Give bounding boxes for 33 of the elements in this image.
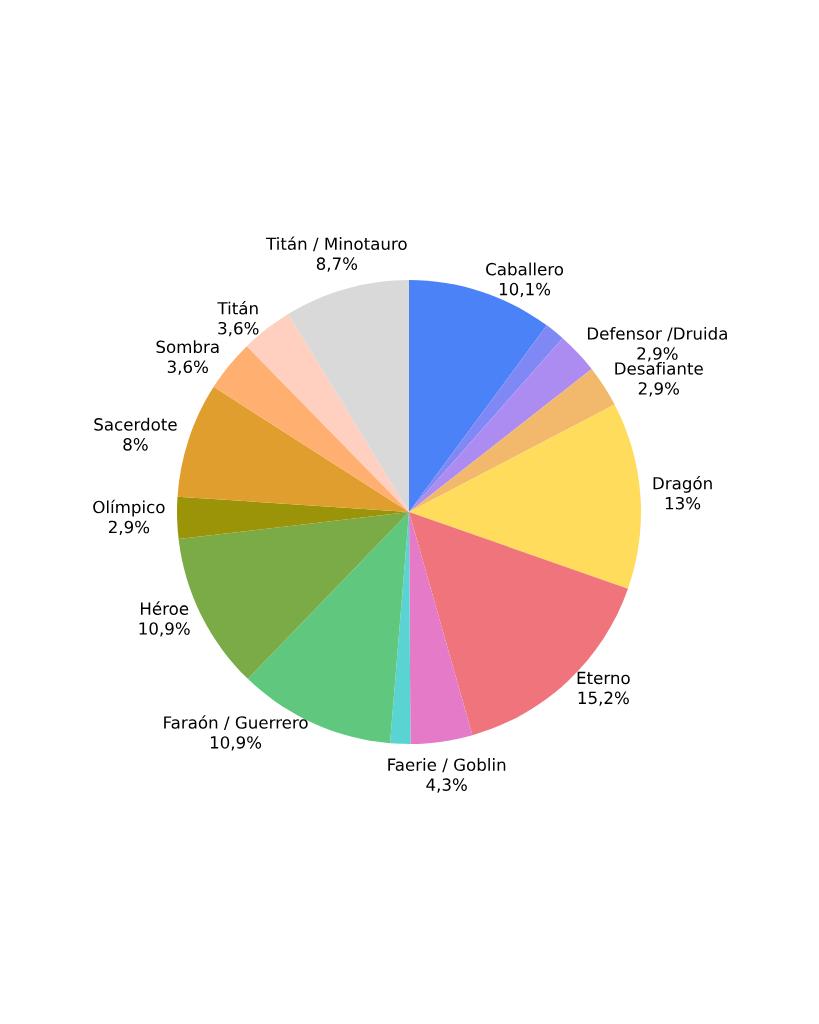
data-label: 3,6% xyxy=(167,360,208,375)
slice-label: Sacerdote xyxy=(94,417,177,431)
data-label: 8,7% xyxy=(316,257,358,272)
data-label: 10,9% xyxy=(210,736,262,751)
pie-slice xyxy=(409,368,615,512)
slice-label: Héroe xyxy=(140,601,189,615)
data-label: 10,9% xyxy=(139,622,190,637)
data-label: 8% xyxy=(123,438,148,451)
pie-slice xyxy=(177,386,409,512)
data-label: 2,9% xyxy=(637,347,678,362)
data-label: 2,9% xyxy=(108,520,150,535)
data-label: 10,1% xyxy=(499,282,551,298)
slice-label: Desafiante xyxy=(615,361,703,375)
pie-slice xyxy=(409,338,592,512)
slice-label: Dragón xyxy=(653,476,712,493)
slice-label: Faraón / Guerrero xyxy=(164,715,308,731)
slice-label: Faerie / Goblin xyxy=(388,758,506,773)
data-label: 3,6% xyxy=(218,321,259,337)
pie-slice xyxy=(409,512,628,736)
slice-label: Sombra xyxy=(156,340,219,354)
data-label: 13% xyxy=(665,496,701,510)
pie-slice xyxy=(409,512,473,744)
slice-label: Titán / Minotauro xyxy=(266,236,407,252)
slice-label: Defensor /Druida xyxy=(587,326,727,342)
data-label: 2,9% xyxy=(638,382,679,397)
data-label: 4,3% xyxy=(426,778,467,793)
slice-label: Titán xyxy=(217,301,258,315)
pie-slice xyxy=(409,404,641,589)
pie-slice xyxy=(288,280,409,512)
slice-label: Eterno xyxy=(577,671,630,685)
slice-label: Caballero xyxy=(486,262,564,276)
slice-label: Olímpico xyxy=(93,499,165,517)
data-label: 15,2% xyxy=(578,691,629,706)
